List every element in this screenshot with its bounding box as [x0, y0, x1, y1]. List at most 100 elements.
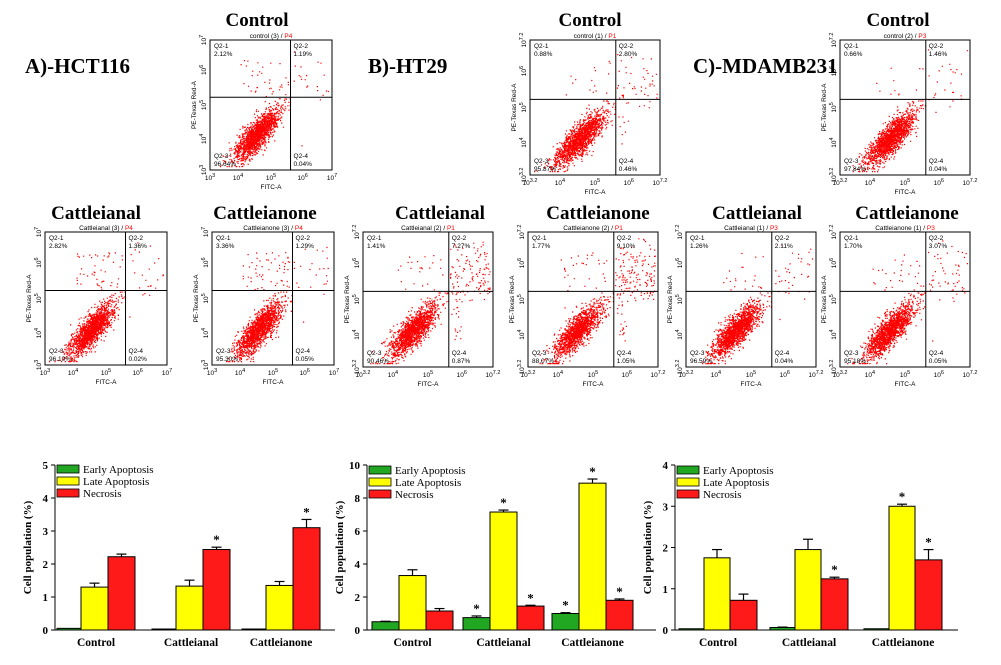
- flow-plot-3-ytick-3: 106: [34, 257, 43, 267]
- bar-chart-hct116-sig-2-2: *: [303, 504, 310, 519]
- flow-plot-3-q1-value: 2.82%: [49, 243, 68, 250]
- bar-chart-ht29-ytick-2: 4: [355, 559, 361, 571]
- flow-plot-6-q4-value: 1.05%: [617, 358, 636, 365]
- flow-plot-2-subtitle: control (2) / P3: [884, 33, 927, 40]
- bar-chart-hct116-ytick-1: 1: [43, 592, 49, 604]
- bar-chart-mdamb231-legend-swatch-0: [676, 465, 700, 475]
- flow-plot-4-q3-value: 95.30%: [216, 356, 238, 363]
- flow-plot-8-xtick-2: 105: [900, 370, 910, 379]
- flow-plot-7-subtitle: Cattleianal (1) / P3: [724, 225, 778, 232]
- flow-plot-5-ytick-1: 104: [352, 329, 361, 339]
- flow-plot-7-q2-value: 2.11%: [775, 243, 793, 250]
- flow-plot-6: Cattleianone (2) / P1 Q2-11.77% Q2-29.10% Q…: [509, 225, 659, 388]
- bar-chart-ht29-bar-early-apoptosis-control: [371, 621, 400, 631]
- flow-plot-6-xlabel: FITC-A: [583, 381, 605, 388]
- flow-plot-0-subtitle: control (3) / P4: [250, 33, 293, 40]
- flow-plot-7-ytick-2: 105: [675, 294, 684, 304]
- flow-plot-7-q4-value: 0.04%: [775, 358, 794, 365]
- flow-plot-4-subtitle: Cattleianone (3) / P4: [243, 225, 303, 232]
- flow-plot-5-subtitle: Cattleianal (2) / P1: [401, 225, 455, 232]
- bar-chart-mdamb231-legend-label-2: Necrosis: [703, 489, 742, 501]
- flow-plot-3-xtick-2: 105: [101, 368, 111, 377]
- bar-chart-ht29-sig-0-1: *: [473, 601, 480, 616]
- bar-chart-ht29-bar-necrosis-control: [425, 610, 454, 631]
- flow-plot-3-q4-value: 0.02%: [129, 356, 148, 363]
- flow-plot-2-ytick-1: 104: [829, 137, 838, 147]
- flow-plot-3-frame: [44, 231, 168, 366]
- flow-plot-1-xlabel: FITC-A: [585, 189, 607, 196]
- flow-plot-6-ytick-2: 105: [517, 294, 526, 304]
- flow-plot-1-frame: [529, 39, 661, 176]
- bar-chart-ht29-xtick-cattleianal: Cattleianal: [476, 637, 530, 649]
- bar-chart-ht29: 0 2 4 6 8 10 Cell population (%) Control * * * Catt…: [334, 460, 656, 649]
- flow-title-mdamb231-control: Control: [866, 10, 930, 31]
- bar-chart-mdamb231-xtick-cattleianal: Cattleianal: [782, 637, 836, 649]
- flow-plot-6-ytick-0: 103.2: [517, 360, 526, 375]
- flow-plot-0-q1-value: 2.12%: [214, 51, 233, 58]
- bar-chart-ht29-sig-2-2: *: [616, 584, 623, 599]
- bar-chart-ht29-legend-label-0: Early Apoptosis: [395, 465, 466, 477]
- flow-plot-3-xtick-3: 106: [133, 368, 143, 377]
- bar-chart-hct116-ytick-5: 5: [43, 460, 49, 472]
- flow-plot-2-q1-value: 0.66%: [844, 51, 863, 58]
- flow-plot-6-ylabel: PE-Texas Red-A: [509, 275, 516, 324]
- flow-plot-6-q2-name: Q2-2: [617, 235, 632, 242]
- flow-plot-6-xtick-4: 107.2: [651, 370, 666, 379]
- bar-chart-ht29-bar-late-apoptosis-cattleianal: [489, 511, 518, 631]
- flow-plot-4-xtick-0: 103: [207, 368, 217, 377]
- bar-chart-mdamb231-legend-swatch-2: [676, 489, 700, 499]
- flow-plot-5-q4-value: 0.87%: [452, 358, 471, 365]
- bar-chart-hct116-legend-label-2: Necrosis: [83, 488, 122, 500]
- flow-plot-1-xtick-4: 107.2: [653, 178, 668, 187]
- flow-plot-1-ylabel: PE-Texas Red-A: [511, 83, 518, 132]
- flow-plot-0-q2-value: 1.19%: [294, 51, 313, 58]
- flow-plot-8-events: [847, 240, 968, 365]
- flow-plot-5-q2-value: 7.27%: [452, 243, 471, 250]
- flow-plot-0-q3-name: Q2-3: [214, 153, 229, 160]
- bar-chart-mdamb231-ytick-1: 1: [663, 584, 669, 596]
- flow-plot-0-xtick-0: 103: [205, 173, 215, 182]
- flow-plot-4-ytick-2: 105: [201, 293, 210, 303]
- flow-plot-0-xtick-1: 104: [233, 173, 243, 182]
- flow-plot-0-frame: [209, 39, 333, 171]
- flow-plot-5-ytick-3: 106: [352, 258, 361, 268]
- flow-title-ht29-control: Control: [558, 10, 622, 31]
- flow-plot-7-ytick-3: 106: [675, 258, 684, 268]
- flow-plot-2-ylabel: PE-Texas Red-A: [821, 83, 828, 132]
- flow-plot-5-q4-name: Q2-4: [452, 350, 467, 357]
- bar-chart-ht29-legend-swatch-2: [368, 489, 392, 499]
- flow-plot-4-xtick-2: 105: [268, 368, 278, 377]
- flow-plot-8-q4-name: Q2-4: [929, 350, 944, 357]
- flow-plot-8-q2-value: 3.07%: [929, 243, 948, 250]
- flow-plot-8-q4-value: 0.05%: [929, 358, 948, 365]
- flow-plot-8-xtick-4: 107.2: [963, 370, 978, 379]
- flow-plot-7-xtick-4: 107.2: [809, 370, 824, 379]
- bar-chart-ht29-sig-1-2: *: [589, 464, 596, 479]
- flow-plot-2: control (2) / P3 Q2-10.66% Q2-21.46% Q2-397…: [821, 33, 971, 196]
- bar-chart-hct116-ylabel: Cell population (%): [22, 500, 34, 594]
- flow-plot-7-xlabel: FITC-A: [741, 381, 763, 388]
- flow-plot-0-xtick-2: 105: [266, 173, 276, 182]
- bar-chart-ht29-sig-2-1: *: [527, 590, 534, 605]
- flow-plot-5: Cattleianal (2) / P1 Q2-11.41% Q2-27.27% Q2…: [344, 225, 494, 388]
- flow-plot-3-ytick-0: 103: [34, 360, 43, 370]
- flow-plot-1-ytick-1: 104: [519, 137, 528, 147]
- bar-chart-ht29-sig-1-1: *: [500, 495, 507, 510]
- flow-plot-0-ytick-0: 103: [199, 165, 208, 175]
- flow-plot-1-ytick-0: 103.2: [519, 168, 528, 183]
- flow-plot-7-q1-name: Q2-1: [690, 235, 705, 242]
- panel-label-ht29: B)-HT29: [368, 54, 448, 78]
- flow-plot-2-xtick-2: 105: [900, 178, 910, 187]
- bar-chart-hct116-legend-label-0: Early Apoptosis: [83, 464, 154, 476]
- bar-chart-mdamb231-ytick-2: 2: [663, 543, 669, 555]
- flow-plot-6-q3-value: 88.07%: [532, 358, 554, 365]
- panel-label-hct116: A)-HCT116: [25, 54, 130, 78]
- flow-plot-3-q4-name: Q2-4: [129, 348, 144, 355]
- flow-plot-3-q1-name: Q2-1: [49, 235, 64, 242]
- flow-title-ht29-cattleianone: Cattleianone: [546, 203, 650, 224]
- flow-plot-6-subtitle: Cattleianone (2) / P1: [563, 225, 623, 232]
- flow-plot-3-xtick-1: 104: [68, 368, 78, 377]
- flow-plot-1: control (1) / P1 Q2-10.88% Q2-22.80% Q2-395…: [511, 33, 661, 196]
- bar-chart-ht29-sig-0-2: *: [562, 598, 569, 613]
- flow-plot-7-q2-name: Q2-2: [775, 235, 790, 242]
